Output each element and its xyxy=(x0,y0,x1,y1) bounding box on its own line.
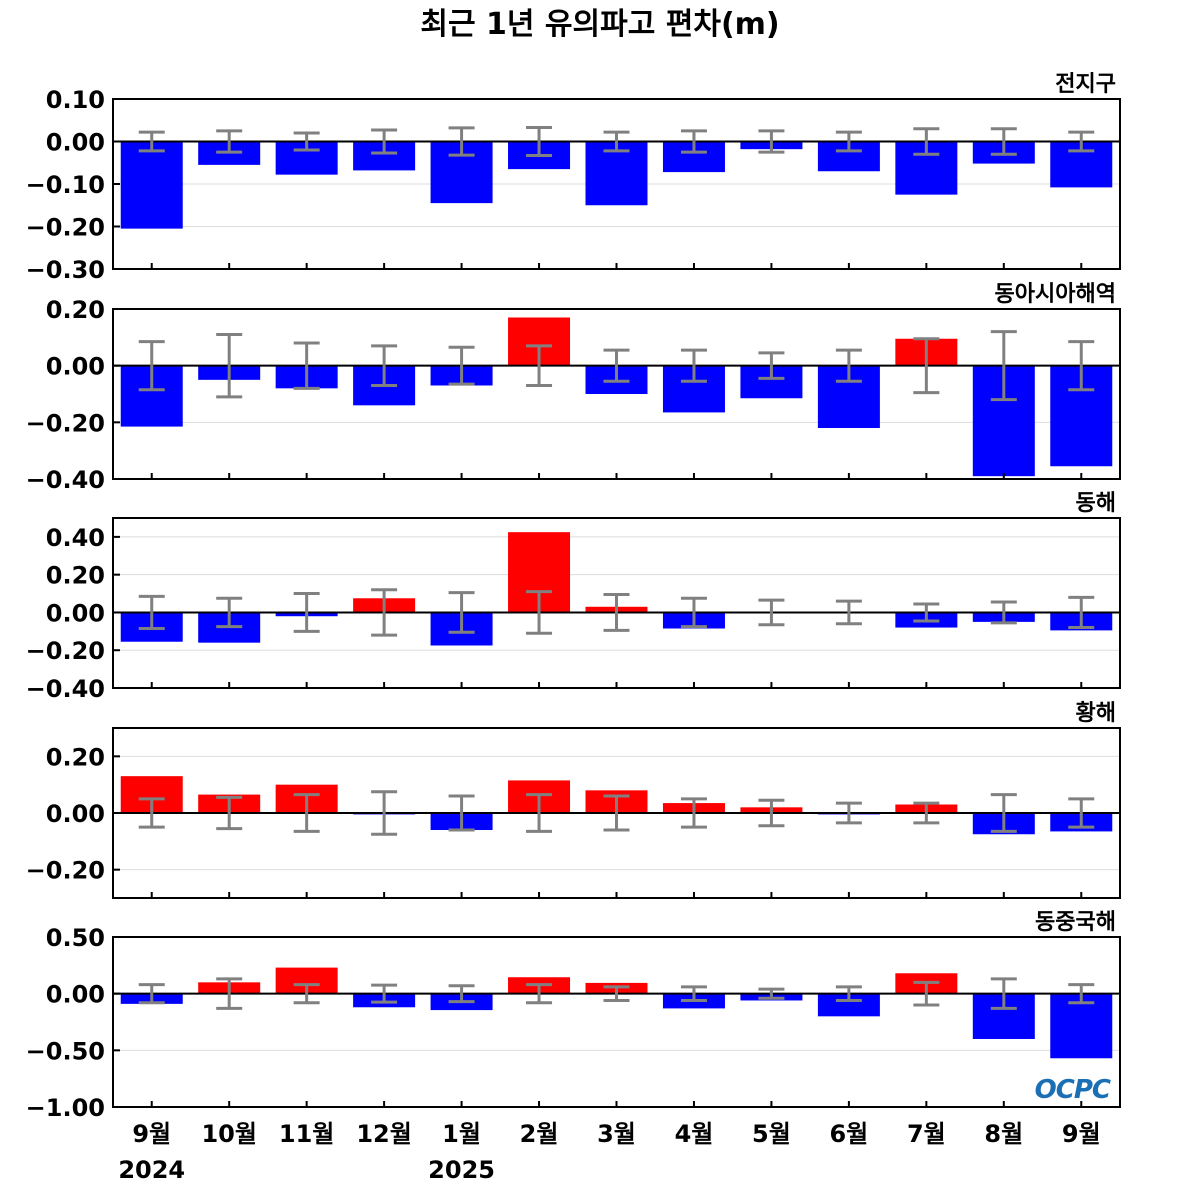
y-tick-label: 0.00 xyxy=(46,353,105,381)
y-tick-label: −0.40 xyxy=(26,675,105,703)
y-tick-label: −1.00 xyxy=(26,1094,105,1122)
y-tick-label: 0.00 xyxy=(46,800,105,828)
y-tick-label: −0.10 xyxy=(26,171,105,199)
y-tick-label: −0.20 xyxy=(26,637,105,665)
panel-title: 전지구 xyxy=(1055,72,1116,97)
x-tick-label: 10월 xyxy=(201,1120,256,1148)
x-tick-label: 5월 xyxy=(752,1120,791,1148)
x-tick-label: 3월 xyxy=(597,1120,636,1148)
y-tick-label: −0.30 xyxy=(26,256,105,284)
year-label: 2024 xyxy=(118,1156,185,1184)
x-tick-label: 9월 xyxy=(1062,1120,1101,1148)
year-label: 2025 xyxy=(428,1156,495,1184)
y-tick-label: 0.00 xyxy=(46,599,105,627)
panel-title: 동아시아해역 xyxy=(995,282,1116,307)
chart-title: 최근 1년 유의파고 편차(m) xyxy=(420,7,779,42)
y-tick-label: 0.20 xyxy=(46,743,105,771)
y-tick-label: 0.20 xyxy=(46,296,105,324)
bar xyxy=(1050,993,1113,1059)
y-tick-label: 0.20 xyxy=(46,562,105,590)
panel-title: 동중국해 xyxy=(1035,910,1116,935)
y-tick-label: −0.50 xyxy=(26,1037,105,1065)
x-tick-label: 4월 xyxy=(675,1120,714,1148)
x-tick-label: 2월 xyxy=(520,1120,559,1148)
x-tick-label: 8월 xyxy=(984,1120,1023,1148)
bar xyxy=(817,993,880,1017)
bar xyxy=(120,141,183,229)
x-tick-label: 1월 xyxy=(442,1120,481,1148)
x-tick-label: 7월 xyxy=(907,1120,946,1148)
y-tick-label: 0.10 xyxy=(46,86,105,114)
x-tick-label: 11월 xyxy=(279,1120,334,1148)
y-tick-label: −0.20 xyxy=(26,214,105,242)
panel-title: 황해 xyxy=(1076,701,1116,726)
y-tick-label: 0.00 xyxy=(46,981,105,1009)
y-tick-label: 0.40 xyxy=(46,524,105,552)
x-tick-label: 12월 xyxy=(356,1120,411,1148)
ocpc-logo: OCPC xyxy=(1035,1075,1111,1105)
y-tick-label: 0.00 xyxy=(46,129,105,157)
x-tick-label: 6월 xyxy=(829,1120,868,1148)
y-tick-label: 0.50 xyxy=(46,924,105,952)
panel-frame xyxy=(112,936,1121,1108)
y-tick-label: −0.40 xyxy=(26,466,105,494)
panel-title: 동해 xyxy=(1076,491,1116,516)
x-tick-label: 9월 xyxy=(132,1120,171,1148)
y-tick-label: −0.20 xyxy=(26,409,105,437)
y-tick-label: −0.20 xyxy=(26,857,105,885)
